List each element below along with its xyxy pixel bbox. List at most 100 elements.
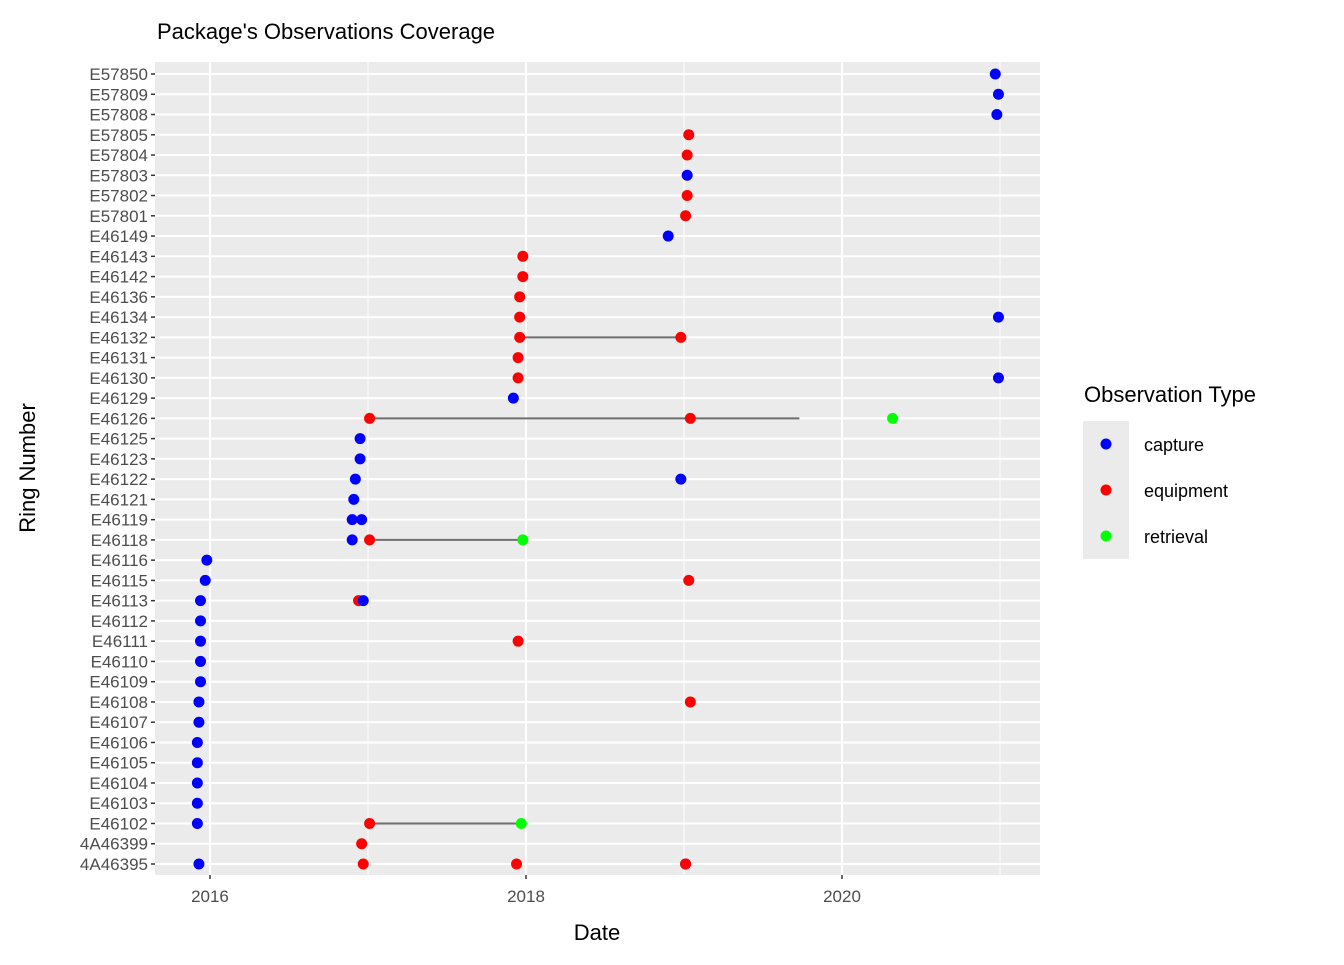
point-equipment: [680, 210, 692, 222]
point-capture: [992, 372, 1004, 384]
point-capture: [191, 817, 203, 829]
y-tick-label: E46123: [89, 450, 148, 469]
y-tick-label: E46110: [91, 652, 148, 671]
point-equipment: [681, 190, 693, 202]
legend-key-capture: [1100, 438, 1112, 450]
y-axis-title: Ring Number: [15, 403, 40, 533]
point-equipment: [512, 635, 524, 647]
x-tick-label: 2018: [507, 887, 545, 906]
point-equipment: [684, 696, 696, 708]
point-equipment: [512, 352, 524, 364]
point-equipment: [514, 311, 526, 323]
point-capture: [991, 109, 1003, 121]
y-tick-label: E46118: [91, 531, 148, 550]
chart-title: Package's Observations Coverage: [157, 19, 495, 44]
legend-label: retrieval: [1144, 527, 1208, 547]
y-tick-label: E57808: [89, 106, 148, 125]
point-capture: [989, 68, 1001, 80]
point-equipment: [514, 331, 526, 343]
point-capture: [195, 655, 207, 667]
point-capture: [193, 696, 205, 708]
point-capture: [681, 169, 693, 181]
point-capture: [346, 534, 358, 546]
y-tick-label: E46126: [89, 409, 148, 428]
point-capture: [354, 453, 366, 465]
x-tick-label: 2016: [191, 887, 229, 906]
y-tick-label: E46104: [89, 774, 148, 793]
plot-panel: [155, 62, 1040, 875]
y-tick-label: E46122: [89, 470, 148, 489]
point-equipment: [511, 858, 523, 870]
point-capture: [195, 595, 207, 607]
y-tick-label: E46134: [89, 308, 148, 327]
point-equipment: [364, 412, 376, 424]
y-tick-label: E46130: [89, 369, 148, 388]
legend-key-retrieval: [1100, 530, 1112, 542]
y-tick-label: E46125: [89, 430, 148, 449]
y-tick-label: E57805: [89, 126, 148, 145]
point-retrieval: [517, 534, 529, 546]
y-tick-label: E57803: [89, 166, 148, 185]
point-retrieval: [887, 412, 899, 424]
y-tick-label: E46121: [89, 490, 148, 509]
y-tick-label: E46109: [89, 673, 148, 692]
point-equipment: [684, 412, 696, 424]
legend-label: capture: [1144, 435, 1204, 455]
y-tick-label: E46136: [89, 288, 148, 307]
point-retrieval: [515, 817, 527, 829]
point-equipment: [356, 838, 368, 850]
y-tick-label: E46132: [89, 328, 148, 347]
y-tick-label: E46116: [91, 551, 148, 570]
point-capture: [193, 858, 205, 870]
legend-key-equipment: [1100, 484, 1112, 496]
y-tick-label: E46113: [91, 592, 148, 611]
point-equipment: [364, 534, 376, 546]
y-tick-label: E57802: [89, 187, 148, 206]
legend: Observation Type capture equipment retriev…: [1083, 382, 1256, 559]
point-equipment: [357, 858, 369, 870]
y-tick-label: E57804: [89, 146, 148, 165]
point-capture: [191, 777, 203, 789]
point-equipment: [517, 271, 529, 283]
point-capture: [193, 716, 205, 728]
point-equipment: [512, 372, 524, 384]
y-tick-label: E46111: [92, 632, 148, 651]
point-capture: [357, 595, 369, 607]
x-tick-label: 2020: [823, 887, 861, 906]
point-capture: [191, 757, 203, 769]
y-tick-label: 4A46399: [80, 835, 148, 854]
point-capture: [349, 473, 361, 485]
point-capture: [191, 736, 203, 748]
y-tick-label: E46106: [89, 733, 148, 752]
point-capture: [507, 392, 519, 404]
y-tick-label: E46142: [89, 268, 148, 287]
point-capture: [346, 514, 358, 526]
gridlines: [155, 62, 1040, 875]
point-equipment: [675, 331, 687, 343]
point-equipment: [517, 250, 529, 262]
y-tick-label: E46143: [89, 247, 148, 266]
legend-label: equipment: [1144, 481, 1228, 501]
point-capture: [195, 615, 207, 627]
y-tick-label: 4A46395: [80, 855, 148, 874]
point-capture: [356, 514, 368, 526]
x-axis-title: Date: [574, 920, 620, 945]
point-equipment: [683, 574, 695, 586]
point-equipment: [681, 149, 693, 161]
y-tick-label: E46129: [89, 389, 148, 408]
point-capture: [195, 635, 207, 647]
y-tick-label: E46131: [89, 349, 148, 368]
point-equipment: [683, 129, 695, 141]
y-tick-label: E46103: [89, 794, 148, 813]
point-equipment: [514, 291, 526, 303]
y-tick-label: E46115: [91, 571, 148, 590]
points: [191, 68, 1004, 870]
segments: [369, 336, 800, 825]
y-tick-label: E46102: [89, 814, 148, 833]
x-axis: 2016 2018 2020: [191, 875, 861, 906]
y-tick-label: E46105: [89, 754, 148, 773]
point-capture: [992, 311, 1004, 323]
y-tick-label: E57809: [89, 85, 148, 104]
